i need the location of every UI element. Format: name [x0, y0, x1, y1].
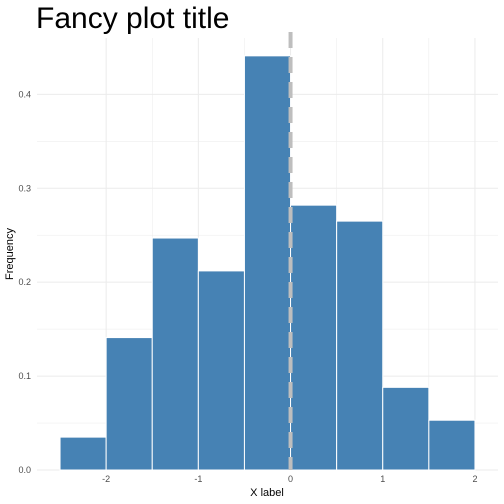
x-tick-label: 0	[288, 474, 293, 484]
x-tick-label: -1	[194, 474, 202, 484]
histogram-bar	[197, 270, 245, 471]
y-tick-label: 0.1	[18, 371, 31, 381]
histogram-bar	[243, 55, 292, 471]
histogram-bars	[59, 55, 476, 471]
x-tick-labels: -2 -1 0 1 2	[102, 474, 477, 484]
y-tick-label: 0.3	[18, 183, 31, 193]
histogram-bar	[105, 337, 153, 471]
histogram-bar	[382, 386, 430, 471]
histogram-bar	[336, 220, 384, 471]
x-tick-label: 1	[380, 474, 385, 484]
x-tick-label: -2	[102, 474, 110, 484]
y-tick-label: 0.0	[18, 465, 31, 475]
histogram-bar	[59, 436, 107, 471]
histogram-bar	[428, 419, 476, 471]
chart-title: Fancy plot title	[36, 2, 229, 35]
histogram-bar	[290, 204, 338, 471]
histogram-bar	[151, 237, 199, 471]
x-axis-label: X label	[250, 487, 284, 499]
y-tick-label: 0.2	[18, 277, 31, 287]
y-axis-label: Frequency	[4, 228, 16, 280]
y-tick-label: 0.4	[18, 89, 31, 99]
y-tick-labels: 0.0 0.1 0.2 0.3 0.4	[18, 89, 31, 475]
x-tick-label: 2	[472, 474, 477, 484]
